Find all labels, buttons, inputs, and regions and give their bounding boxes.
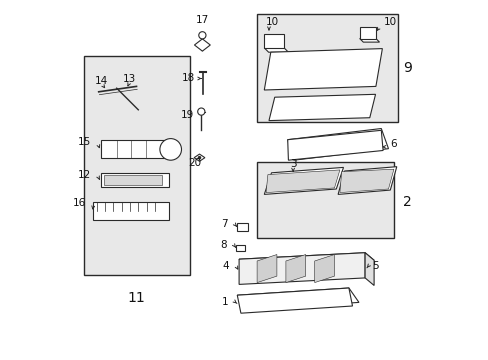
- Text: 15: 15: [78, 137, 91, 147]
- Bar: [237, 223, 247, 231]
- Polygon shape: [239, 253, 373, 267]
- Polygon shape: [337, 167, 396, 194]
- Text: 9: 9: [402, 62, 411, 75]
- Bar: [236, 245, 244, 251]
- Bar: [359, 27, 375, 39]
- Bar: [101, 140, 168, 158]
- Bar: [257, 162, 393, 238]
- Bar: [104, 175, 162, 185]
- Text: 10: 10: [384, 17, 396, 27]
- Text: 11: 11: [127, 291, 145, 305]
- Polygon shape: [268, 94, 375, 121]
- Polygon shape: [257, 255, 276, 283]
- Polygon shape: [264, 167, 343, 194]
- Polygon shape: [194, 154, 204, 161]
- Circle shape: [197, 156, 201, 159]
- Polygon shape: [264, 48, 288, 52]
- Text: 3: 3: [289, 159, 296, 169]
- Circle shape: [197, 108, 204, 115]
- Text: 8: 8: [220, 240, 227, 250]
- Text: 7: 7: [221, 219, 227, 229]
- Text: 18: 18: [181, 73, 194, 84]
- Text: 14: 14: [95, 76, 108, 86]
- Polygon shape: [237, 288, 352, 313]
- Text: 16: 16: [73, 198, 86, 208]
- Polygon shape: [264, 49, 382, 90]
- Text: 12: 12: [78, 170, 91, 180]
- Bar: [84, 56, 190, 275]
- Text: 20: 20: [188, 158, 201, 168]
- Polygon shape: [359, 39, 379, 42]
- Text: 4: 4: [223, 261, 229, 271]
- Bar: [257, 14, 397, 122]
- Circle shape: [199, 32, 205, 39]
- Polygon shape: [237, 288, 358, 310]
- Polygon shape: [194, 39, 210, 51]
- Text: 1: 1: [221, 297, 228, 307]
- Polygon shape: [285, 255, 305, 283]
- Text: 10: 10: [265, 17, 278, 27]
- Polygon shape: [287, 130, 382, 160]
- Bar: [264, 34, 284, 48]
- Polygon shape: [339, 169, 393, 193]
- Text: 13: 13: [122, 74, 136, 84]
- Polygon shape: [287, 129, 387, 160]
- Polygon shape: [314, 255, 334, 283]
- Polygon shape: [365, 253, 373, 285]
- Text: 17: 17: [195, 15, 208, 25]
- Text: 5: 5: [371, 261, 378, 271]
- Polygon shape: [265, 170, 339, 193]
- Text: 6: 6: [389, 139, 396, 149]
- Bar: [101, 173, 168, 187]
- Bar: [93, 202, 168, 220]
- Circle shape: [160, 139, 181, 160]
- Polygon shape: [239, 253, 365, 284]
- Text: 2: 2: [402, 195, 411, 208]
- Text: 19: 19: [181, 110, 194, 120]
